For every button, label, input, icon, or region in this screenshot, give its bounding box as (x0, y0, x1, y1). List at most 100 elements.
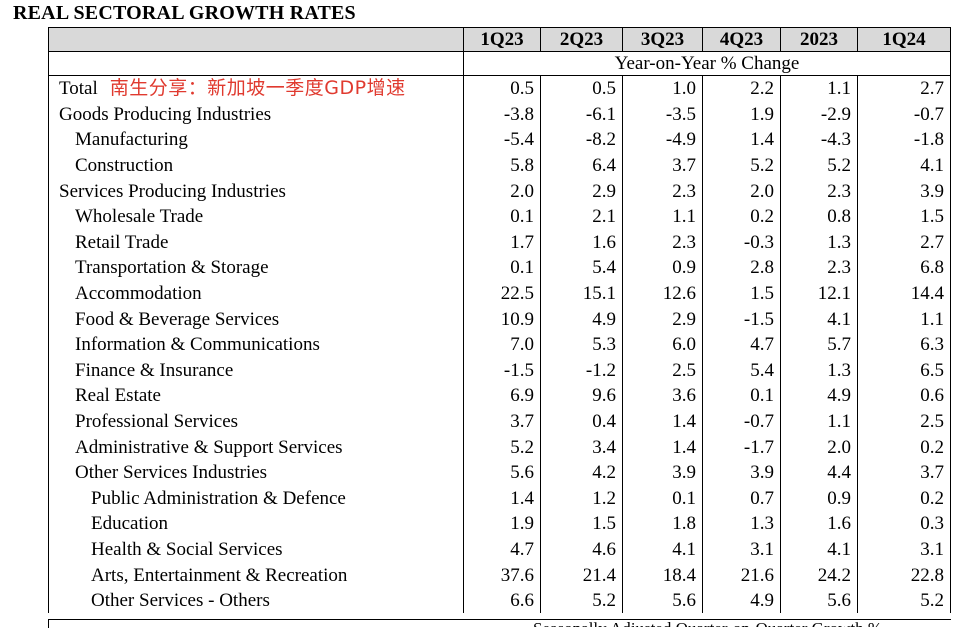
row-label: Other Services - Others (48, 587, 464, 614)
table-row: Other Services - Others 6.6 5.2 5.6 4.9 5.6 5.… (48, 587, 951, 614)
value-cell: 2.0 (702, 178, 781, 204)
row-label: Real Estate (48, 383, 464, 409)
table-row: Real Estate 6.9 9.6 3.6 0.1 4.9 0.6 (48, 383, 951, 409)
row-label-text: Health & Social Services (91, 538, 283, 560)
value-cell: 2.7 (857, 74, 951, 102)
value-cell: 4.1 (780, 536, 858, 563)
value-cell: 2.8 (702, 255, 781, 281)
row-label-text: Information & Communications (75, 334, 320, 356)
value-cell: 1.5 (540, 511, 623, 537)
row-label-text: Professional Services (75, 411, 239, 433)
value-cell: 2.0 (463, 178, 541, 204)
value-cell: 5.7 (780, 331, 858, 358)
column-header-blank (48, 27, 464, 52)
value-cell: -1.8 (857, 127, 951, 153)
value-cell: 22.5 (463, 280, 541, 307)
row-label: Goods Producing Industries (48, 101, 464, 128)
table-row: Wholesale Trade 0.1 2.1 1.1 0.2 0.8 1.5 (48, 203, 951, 230)
subheader-row: Year-on-Year % Change (48, 51, 951, 76)
value-cell: 0.1 (463, 255, 541, 281)
table-row: Manufacturing -5.4 -8.2 -4.9 1.4 -4.3 -1.8 (48, 127, 951, 153)
value-cell: 1.0 (622, 74, 703, 102)
value-cell: 2.7 (857, 229, 951, 256)
row-label-text: Education (91, 513, 169, 535)
table-row: Administrative & Support Services 5.2 3.4 1… (48, 434, 951, 460)
value-cell: 3.9 (702, 459, 781, 486)
value-cell: 5.4 (702, 357, 781, 384)
column-header-4q23: 4Q23 (702, 27, 781, 52)
row-label: Health & Social Services (48, 536, 464, 563)
value-cell: 3.7 (463, 408, 541, 435)
row-label: Services Producing Industries (48, 178, 464, 204)
value-cell: 0.2 (857, 485, 951, 512)
value-cell: 1.2 (540, 485, 623, 512)
value-cell: 1.9 (702, 101, 781, 128)
value-cell: 15.1 (540, 280, 623, 307)
value-cell: 2.5 (857, 408, 951, 435)
row-label-text: Arts, Entertainment & Recreation (91, 564, 348, 586)
value-cell: -8.2 (540, 127, 623, 153)
value-cell: 0.2 (702, 203, 781, 230)
value-cell: 2.3 (622, 229, 703, 256)
table-row: Construction 5.8 6.4 3.7 5.2 5.2 4.1 (48, 152, 951, 179)
value-cell: 1.4 (463, 485, 541, 512)
row-label-text: Real Estate (75, 385, 161, 407)
column-header-1q23: 1Q23 (463, 27, 541, 52)
value-cell: 12.6 (622, 280, 703, 307)
row-label-text: Other Services - Others (91, 590, 270, 612)
table-row: Health & Social Services 4.7 4.6 4.1 3.1 4.1 3… (48, 536, 951, 563)
row-label: Total 南生分享：新加坡一季度GDP增速 (48, 74, 464, 102)
value-cell: 1.3 (702, 511, 781, 537)
value-cell: -1.7 (702, 434, 781, 460)
subheader-blank (48, 51, 464, 76)
value-cell: 1.1 (622, 203, 703, 230)
value-cell: 0.9 (780, 485, 858, 512)
value-cell: 6.5 (857, 357, 951, 384)
value-cell: -0.3 (702, 229, 781, 256)
value-cell: 2.1 (540, 203, 623, 230)
row-label-text: Goods Producing Industries (59, 103, 272, 125)
value-cell: 5.2 (540, 587, 623, 614)
value-cell: 2.0 (780, 434, 858, 460)
value-cell: 0.8 (780, 203, 858, 230)
value-cell: -6.1 (540, 101, 623, 128)
row-label: Arts, Entertainment & Recreation (48, 562, 464, 588)
row-label: Administrative & Support Services (48, 434, 464, 460)
table-row: Total 南生分享：新加坡一季度GDP增速 0.5 0.5 1.0 2.2 1.1 2.7 (48, 74, 951, 102)
value-cell: 10.9 (463, 306, 541, 332)
value-cell: 4.9 (540, 306, 623, 332)
value-cell: 0.9 (622, 255, 703, 281)
row-label-text: Retail Trade (75, 231, 169, 253)
column-header-row: 1Q23 2Q23 3Q23 4Q23 2023 1Q24 (48, 27, 951, 52)
value-cell: 0.3 (857, 511, 951, 537)
value-cell: -4.9 (622, 127, 703, 153)
table-row: Services Producing Industries 2.0 2.9 2.3 2.… (48, 178, 951, 204)
value-cell: 1.1 (780, 408, 858, 435)
value-cell: 4.1 (780, 306, 858, 332)
row-label: Professional Services (48, 408, 464, 435)
value-cell: 4.6 (540, 536, 623, 563)
growth-rates-table: 1Q23 2Q23 3Q23 4Q23 2023 1Q24 Year-on-Ye… (48, 27, 951, 614)
row-label: Public Administration & Defence (48, 485, 464, 512)
row-label: Food & Beverage Services (48, 306, 464, 332)
value-cell: -1.5 (463, 357, 541, 384)
growth-rates-table-container: 1Q23 2Q23 3Q23 4Q23 2023 1Q24 Year-on-Ye… (48, 27, 951, 614)
value-cell: 4.2 (540, 459, 623, 486)
column-header-2023: 2023 (780, 27, 858, 52)
value-cell: 1.5 (857, 203, 951, 230)
value-cell: -0.7 (857, 101, 951, 128)
value-cell: 0.1 (702, 383, 781, 409)
value-cell: 1.4 (622, 434, 703, 460)
value-cell: 5.6 (622, 587, 703, 614)
value-cell: 3.4 (540, 434, 623, 460)
value-cell: 14.4 (857, 280, 951, 307)
value-cell: 4.4 (780, 459, 858, 486)
value-cell: -1.2 (540, 357, 623, 384)
table-row: Retail Trade 1.7 1.6 2.3 -0.3 1.3 2.7 (48, 229, 951, 256)
page-title: REAL SECTORAL GROWTH RATES (13, 2, 356, 24)
value-cell: 1.4 (622, 408, 703, 435)
value-cell: -3.8 (463, 101, 541, 128)
row-label-text: Transportation & Storage (75, 257, 269, 279)
value-cell: 4.9 (702, 587, 781, 614)
value-cell: -5.4 (463, 127, 541, 153)
